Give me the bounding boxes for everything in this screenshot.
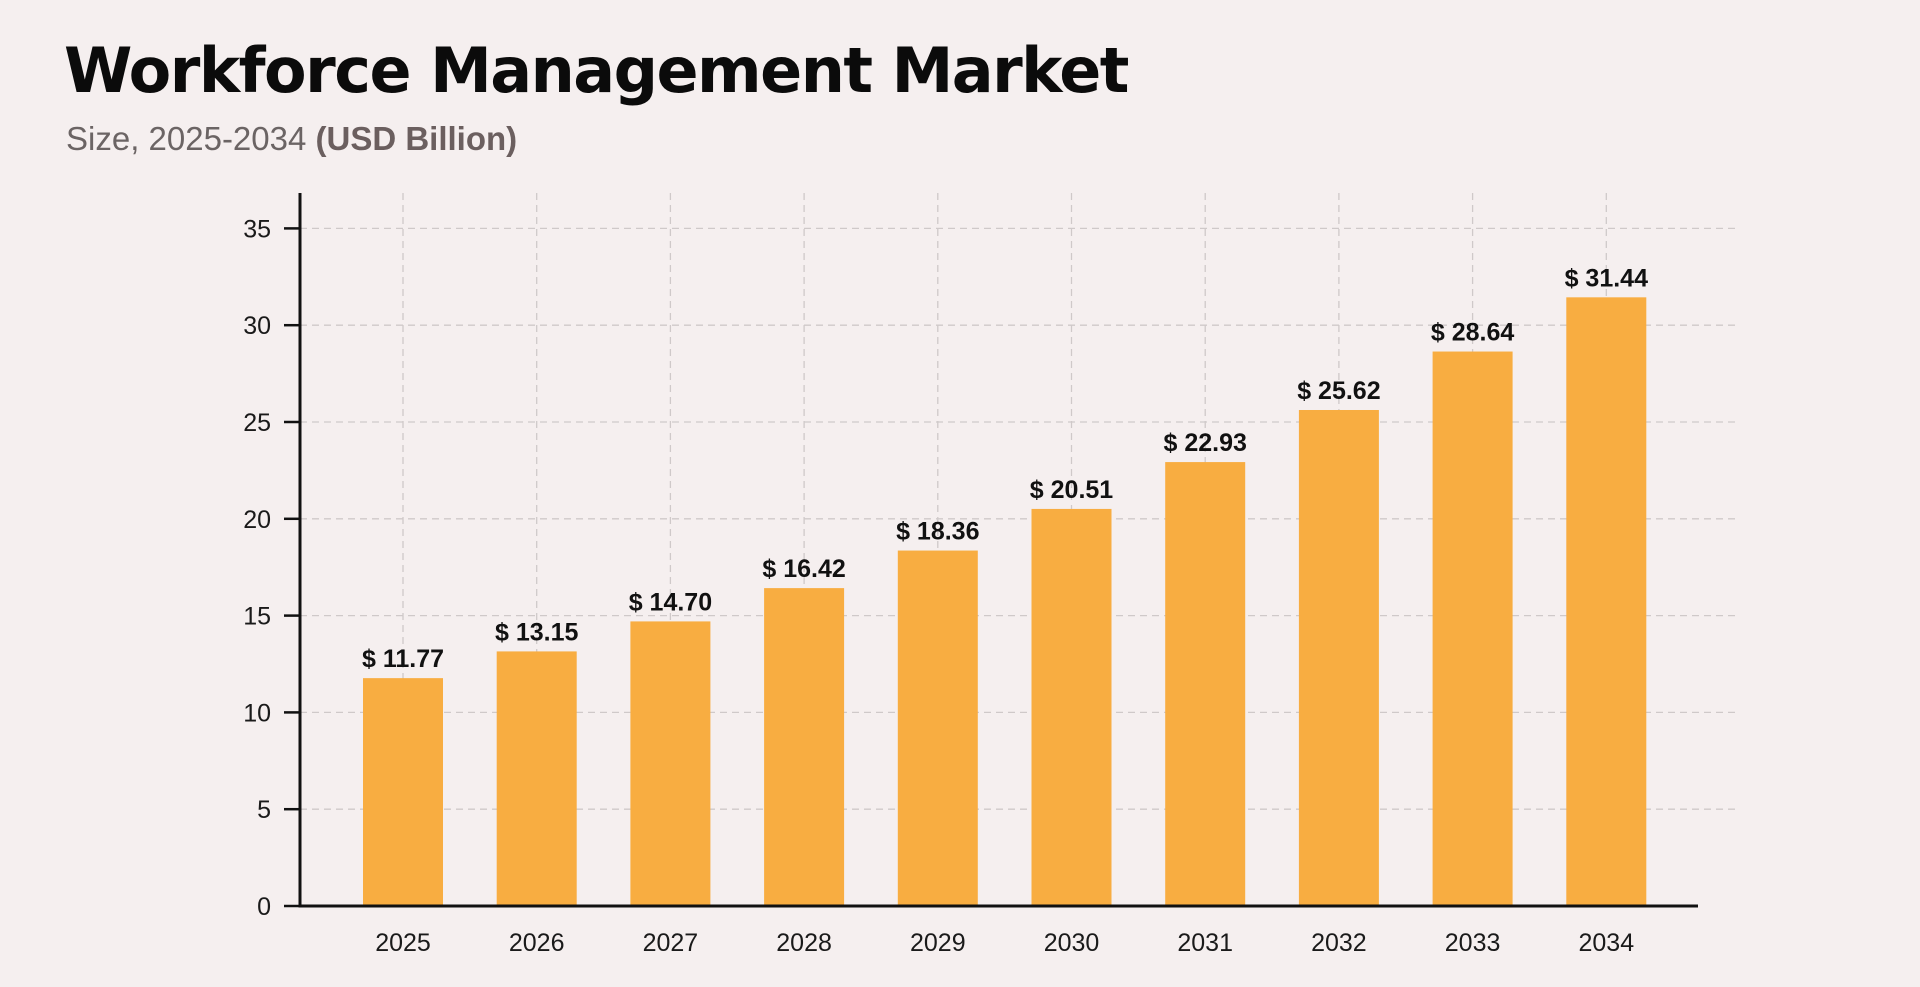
data-label-2032: $ 25.62 — [1297, 377, 1380, 405]
bar-2033 — [1432, 351, 1513, 906]
data-label-2025: $ 11.77 — [362, 645, 444, 673]
x-tick-label: 2029 — [910, 929, 966, 957]
y-tick-label: 0 — [257, 893, 271, 921]
x-tick-label: 2032 — [1311, 929, 1367, 957]
axis-layer — [284, 193, 1698, 908]
data-label-2027: $ 14.70 — [629, 588, 712, 616]
subtitle-unit: (USD Billion) — [315, 120, 518, 157]
chart-title: Workforce Management Market — [64, 34, 1129, 107]
bar-2026 — [496, 651, 577, 906]
data-label-2031: $ 22.93 — [1163, 429, 1246, 457]
x-tick-label: 2027 — [643, 929, 699, 957]
y-tick-label: 15 — [243, 603, 271, 631]
x-tick-label: 2034 — [1578, 929, 1634, 957]
y-tick-label: 25 — [243, 409, 271, 437]
bar-2031 — [1165, 462, 1246, 906]
bar-2030 — [1031, 508, 1112, 906]
bar-2027 — [630, 621, 711, 906]
chart-subtitle: Size, 2025-2034 (USD Billion) — [66, 120, 517, 158]
x-tick-label: 2026 — [509, 929, 565, 957]
bar-2025 — [363, 678, 443, 906]
y-tick-label: 10 — [243, 699, 271, 727]
x-tick-label: 2031 — [1177, 929, 1233, 957]
x-tick-label: 2028 — [776, 929, 832, 957]
data-label-2033: $ 28.64 — [1431, 319, 1515, 347]
y-tick-label: 35 — [243, 215, 271, 243]
data-label-2030: $ 20.51 — [1030, 476, 1114, 504]
data-label-2026: $ 13.15 — [495, 618, 579, 646]
data-label-2029: $ 18.36 — [896, 518, 979, 546]
bar-2034 — [1566, 297, 1647, 906]
bar-layer — [363, 297, 1647, 906]
y-tick-label: 5 — [257, 796, 271, 824]
x-tick-label: 2030 — [1044, 929, 1100, 957]
data-label-2034: $ 31.44 — [1565, 264, 1649, 292]
bar-2029 — [897, 550, 978, 906]
bar-2028 — [764, 588, 845, 906]
x-tick-label: 2025 — [375, 929, 431, 957]
y-tick-label: 20 — [243, 506, 271, 534]
x-tick-label: 2033 — [1445, 929, 1501, 957]
y-tick-label: 30 — [243, 312, 271, 340]
data-label-2028: $ 16.42 — [762, 555, 845, 583]
subtitle-prefix: Size, 2025-2034 — [66, 120, 316, 157]
bar-2032 — [1298, 409, 1379, 906]
